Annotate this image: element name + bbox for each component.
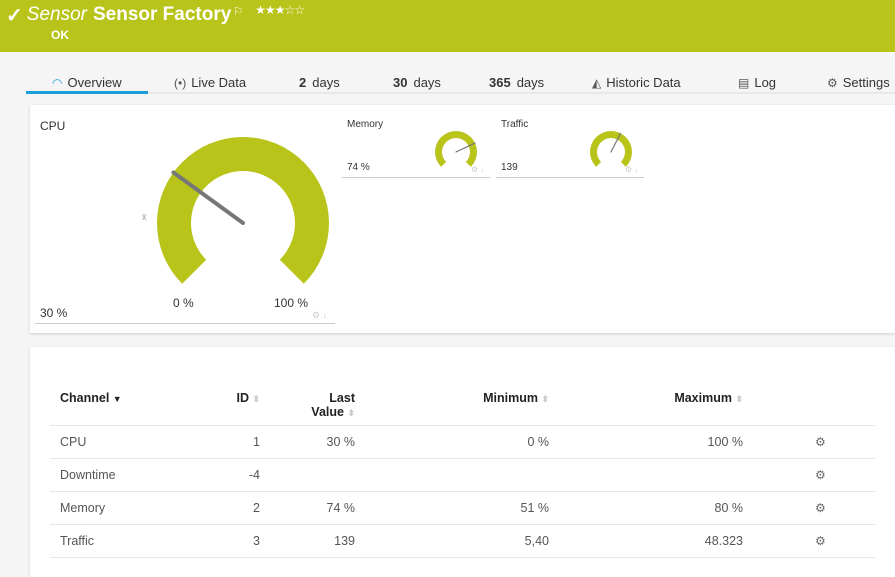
average-marker: x̄ bbox=[142, 212, 147, 222]
traffic-gauge-value: 139 bbox=[501, 162, 518, 173]
col-maximum[interactable]: Maximum ⬍ bbox=[674, 391, 743, 405]
divider bbox=[496, 177, 644, 178]
tab-365-days[interactable]: 365 days bbox=[489, 75, 545, 90]
gauge-settings-pin-icons[interactable]: ⚙ ↓ bbox=[471, 165, 485, 174]
gauges-panel: CPU 0 % 100 % x̄ 30 % ⚙ ↓ Memory 74 % ⚙ … bbox=[30, 105, 895, 333]
traffic-gauge-title: Traffic bbox=[501, 119, 529, 130]
channel-id: 3 bbox=[210, 523, 270, 558]
sort-icon: ⬍ bbox=[541, 394, 549, 404]
channel-settings-icon[interactable]: ⚙ bbox=[815, 500, 826, 515]
gauge-settings-pin-icons[interactable]: ⚙ ↓ bbox=[625, 165, 639, 174]
cpu-gauge-min: 0 % bbox=[173, 296, 194, 310]
sort-icon: ⬍ bbox=[735, 394, 743, 404]
table-row[interactable]: Traffic 3 139 5,40 48.323 ⚙ bbox=[50, 523, 875, 558]
traffic-gauge-needle bbox=[610, 132, 622, 153]
col-last-value[interactable]: Last Value ⬍ bbox=[311, 391, 355, 419]
ok-check-icon: ✓ bbox=[6, 5, 23, 27]
tab-settings[interactable]: ⚙ Settings bbox=[827, 75, 890, 90]
gauge-icon: ◠ bbox=[52, 76, 63, 90]
col-minimum[interactable]: Minimum ⬍ bbox=[483, 391, 549, 405]
list-icon: ▤ bbox=[738, 76, 750, 90]
header-title-row: ✓ Sensor Sensor Factory ⚐ ★★★☆☆ bbox=[6, 3, 305, 28]
memory-gauge-value: 74 % bbox=[347, 162, 370, 173]
active-tab-underline bbox=[26, 91, 148, 94]
channel-name[interactable]: Downtime bbox=[50, 457, 210, 491]
memory-gauge-arc bbox=[435, 131, 477, 167]
maximum-value: 48.323 bbox=[559, 523, 753, 558]
sensor-header: ✓ Sensor Sensor Factory ⚐ ★★★☆☆ OK bbox=[0, 0, 895, 52]
gear-icon: ⚙ bbox=[827, 76, 838, 90]
sensor-title: Sensor Sensor Factory bbox=[26, 4, 232, 25]
col-id[interactable]: ID ⬍ bbox=[236, 391, 260, 405]
tab-live-data[interactable]: (•) Live Data bbox=[174, 75, 247, 90]
channels-table: Channel ▼ ID ⬍ Last Value ⬍ Minimum ⬍ Max… bbox=[50, 387, 875, 558]
col-actions bbox=[753, 387, 875, 425]
tab-2-days[interactable]: 2 days bbox=[299, 75, 340, 90]
tab-overview[interactable]: ◠ Overview bbox=[52, 75, 122, 90]
maximum-value bbox=[559, 457, 753, 491]
last-value: 30 % bbox=[270, 424, 365, 458]
sort-icon: ⬍ bbox=[347, 408, 355, 418]
gauge-settings-pin-icons[interactable]: ⚙ ↓ bbox=[312, 310, 328, 320]
last-value bbox=[270, 457, 365, 491]
channel-id: 2 bbox=[210, 490, 270, 524]
minimum-value: 0 % bbox=[365, 424, 559, 458]
channel-id: -4 bbox=[210, 457, 270, 491]
memory-gauge-title: Memory bbox=[347, 119, 384, 130]
cpu-gauge-arc bbox=[157, 137, 329, 284]
channel-name[interactable]: Memory bbox=[50, 490, 210, 524]
cpu-gauge-max: 100 % bbox=[274, 296, 309, 310]
tab-log[interactable]: ▤ Log bbox=[738, 75, 777, 90]
sort-down-icon: ▼ bbox=[112, 394, 122, 404]
traffic-gauge-arc bbox=[590, 131, 633, 167]
divider bbox=[35, 323, 335, 324]
channel-settings-icon[interactable]: ⚙ bbox=[815, 533, 826, 548]
memory-gauge-needle bbox=[455, 142, 476, 153]
broadcast-icon: (•) bbox=[174, 76, 187, 90]
tab-30-days[interactable]: 30 days bbox=[393, 75, 441, 90]
status-text: OK bbox=[51, 28, 69, 42]
minimum-value: 51 % bbox=[365, 490, 559, 524]
cpu-gauge-value: 30 % bbox=[40, 306, 68, 320]
channel-settings-icon[interactable]: ⚙ bbox=[815, 467, 826, 482]
col-channel[interactable]: Channel ▼ bbox=[60, 391, 122, 405]
flag-icon[interactable]: ⚐ bbox=[233, 6, 244, 18]
channel-name[interactable]: Traffic bbox=[50, 523, 210, 558]
divider bbox=[342, 177, 490, 178]
minimum-value bbox=[365, 457, 559, 491]
cpu-gauge-title: CPU bbox=[40, 119, 66, 133]
table-row[interactable]: Memory 2 74 % 51 % 80 % ⚙ bbox=[50, 490, 875, 524]
table-row[interactable]: Downtime -4 ⚙ bbox=[50, 457, 875, 491]
sort-icon: ⬍ bbox=[252, 394, 260, 404]
cpu-gauge-needle bbox=[171, 170, 245, 225]
last-value: 139 bbox=[270, 523, 365, 558]
channel-id: 1 bbox=[210, 424, 270, 458]
gauges-svg bbox=[157, 131, 633, 284]
table-row[interactable]: CPU 1 30 % 0 % 100 % ⚙ bbox=[50, 424, 875, 458]
maximum-value: 100 % bbox=[559, 424, 753, 458]
tab-historic-data[interactable]: ◭ Historic Data bbox=[592, 75, 681, 90]
tab-bar: ◠ Overview (•) Live Data 2 days 30 days 365 d… bbox=[26, 70, 895, 94]
channel-settings-icon[interactable]: ⚙ bbox=[815, 434, 826, 449]
priority-stars[interactable]: ★★★☆☆ bbox=[255, 3, 305, 17]
area-chart-icon: ◭ bbox=[592, 76, 602, 90]
last-value: 74 % bbox=[270, 490, 365, 524]
channel-name[interactable]: CPU bbox=[50, 424, 210, 458]
channels-panel: Channel ▼ ID ⬍ Last Value ⬍ Minimum ⬍ Max… bbox=[30, 347, 895, 577]
minimum-value: 5,40 bbox=[365, 523, 559, 558]
maximum-value: 80 % bbox=[559, 490, 753, 524]
